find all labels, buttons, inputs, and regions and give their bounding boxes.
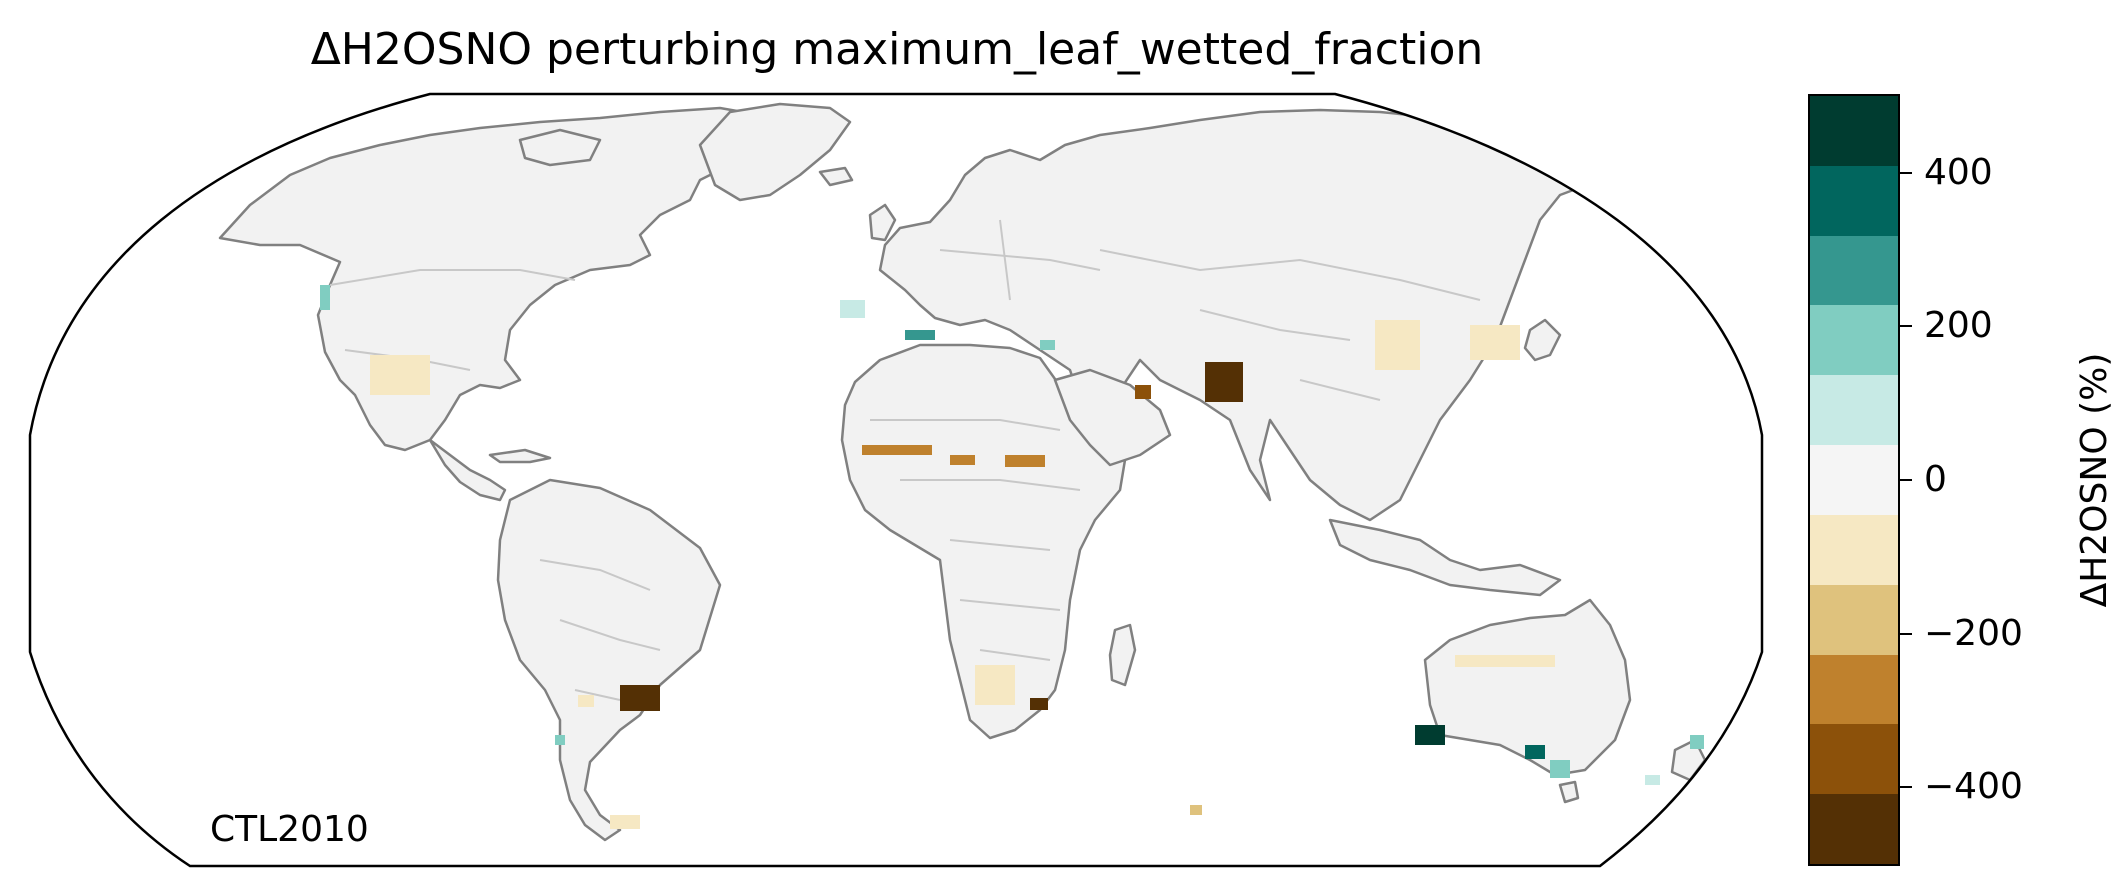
colorbar-segment: [1810, 794, 1898, 864]
colorbar-tick-label: 0: [1924, 459, 1947, 500]
anomaly-cell: [1470, 325, 1520, 360]
world-map: [28, 92, 1764, 868]
colorbar-tick: [1900, 479, 1912, 481]
anomaly-cells: [320, 285, 1704, 829]
anomaly-cell: [320, 285, 330, 310]
anomaly-cell: [370, 355, 430, 395]
anomaly-cell: [862, 445, 932, 455]
anomaly-cell: [1690, 735, 1704, 749]
anomaly-cell: [1135, 385, 1151, 399]
anomaly-cell: [620, 685, 660, 711]
land-masses: [218, 102, 1707, 842]
anomaly-cell: [1030, 698, 1048, 710]
anomaly-cell: [578, 695, 594, 707]
anomaly-cell: [905, 330, 935, 340]
anomaly-cell: [610, 815, 640, 829]
indonesia-landmass: [1328, 518, 1562, 597]
anomaly-cell: [1525, 745, 1545, 759]
madagascar-landmass: [1108, 623, 1137, 687]
colorbar-segment: [1810, 96, 1898, 166]
north-america-landmass: [218, 106, 792, 452]
anomaly-cell: [1415, 725, 1445, 745]
colorbar-segment: [1810, 165, 1898, 236]
caribbean-landmass: [488, 448, 552, 464]
anomaly-cell: [1550, 760, 1570, 778]
colorbar-tick-label: −200: [1924, 612, 2023, 654]
anomaly-cell: [555, 735, 565, 745]
anomaly-cell: [1005, 455, 1045, 467]
colorbar-tick: [1900, 171, 1912, 174]
map-title: ΔH2OSNO perturbing maximum_leaf_wetted_f…: [310, 24, 1484, 75]
arabia-landmass: [1053, 368, 1172, 467]
anomaly-cell: [1645, 775, 1660, 785]
anomaly-cell: [1205, 362, 1243, 402]
arctic-islands-landmass: [518, 128, 602, 167]
anomaly-cell: [1190, 805, 1202, 815]
british-isles-landmass: [868, 203, 897, 242]
colorbar-segment: [1810, 375, 1898, 446]
colorbar-tick-label: 400: [1924, 151, 1993, 193]
anomaly-cell: [840, 300, 865, 318]
tasmania-landmass: [1558, 780, 1580, 804]
colorbar-segment: [1810, 584, 1898, 655]
colorbar-segment: [1810, 305, 1898, 376]
greenland-landmass: [698, 102, 852, 202]
anomaly-cell: [1375, 320, 1420, 370]
colorbar-tick-label: −400: [1924, 766, 2023, 808]
colorbar-tick: [1900, 325, 1912, 328]
anomaly-cell: [950, 455, 975, 465]
colorbar-tick: [1900, 632, 1912, 635]
colorbar-segment: [1810, 654, 1898, 725]
australia-landmass: [1423, 598, 1632, 777]
iceland-landmass: [818, 166, 854, 187]
central-america-landmass: [428, 438, 507, 502]
south-america-landmass: [496, 478, 722, 842]
colorbar-segment: [1810, 514, 1898, 585]
colorbar: [1808, 94, 1900, 866]
map-label: CTL2010: [210, 809, 369, 850]
colorbar-tick: [1900, 786, 1912, 789]
anomaly-cell: [1455, 655, 1555, 667]
colorbar-tick-label: 200: [1924, 305, 1993, 347]
anomaly-cell: [1040, 340, 1055, 350]
japan-landmass: [1523, 318, 1562, 362]
colorbar-segment: [1810, 445, 1898, 515]
colorbar-segment: [1810, 724, 1898, 795]
colorbar-title: ΔH2OSNO (%): [2074, 352, 2115, 608]
anomaly-cell: [975, 665, 1015, 705]
country-borders: [329, 219, 1481, 701]
map-boundary: [28, 92, 1764, 868]
colorbar-segment: [1810, 235, 1898, 306]
